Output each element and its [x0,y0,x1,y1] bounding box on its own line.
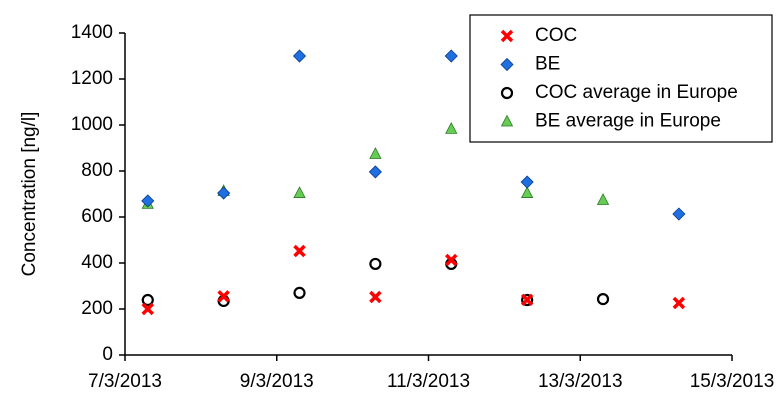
point [141,293,154,307]
point [293,286,306,299]
point [217,290,230,303]
x-tick-label: 9/3/2013 [240,371,314,392]
y-tick-label: 800 [81,160,113,181]
legend-marker [500,57,514,72]
point [520,186,534,198]
x-tick-label: 13/3/2013 [538,371,623,392]
point [217,186,231,200]
point [369,257,382,271]
point [368,165,382,179]
legend-label: COC [535,25,577,46]
legend-marker [500,86,514,100]
legend-label: BE [535,54,560,75]
point [445,253,458,267]
point [596,293,610,306]
point [292,49,307,63]
point [596,193,610,205]
point [369,290,382,304]
point [369,147,382,159]
x-tick-label: 15/3/2013 [690,371,775,392]
x-tick-label: 7/3/2013 [88,371,162,392]
point [293,244,306,258]
point [141,302,154,316]
y-tick-label: 400 [81,252,113,273]
y-axis-label: Concentration [ng/l] [19,112,40,277]
point [520,175,534,189]
y-tick-label: 1400 [71,22,113,43]
point [445,122,458,134]
point [672,207,686,221]
y-tick-label: 200 [81,298,113,319]
legend-box [469,14,773,143]
legend-marker [500,114,514,127]
y-tick-label: 1000 [71,114,113,135]
y-tick-label: 0 [102,344,113,365]
legend-label: COC average in Europe [535,82,738,103]
point [521,293,534,307]
point [520,293,534,307]
point [672,296,686,310]
point [141,194,155,208]
point [293,186,306,198]
y-tick-label: 600 [81,206,113,227]
point [444,49,458,63]
y-tick-label: 1200 [71,68,113,89]
x-tick-label: 11/3/2013 [387,371,470,392]
legend-label: BE average in Europe [535,111,721,132]
legend-marker [500,29,514,43]
